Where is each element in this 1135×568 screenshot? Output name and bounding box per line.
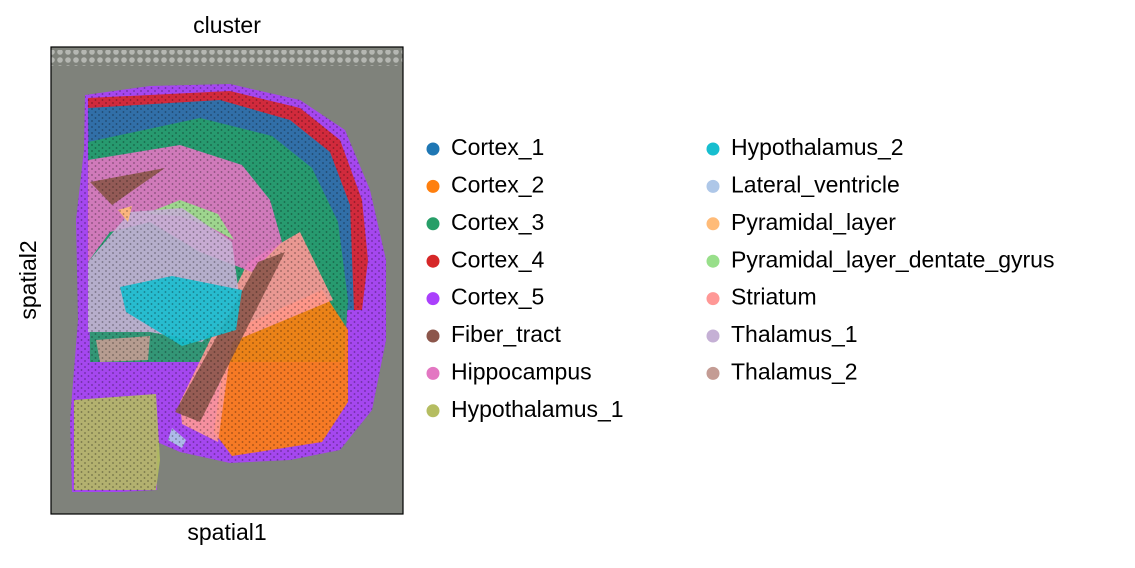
legend-swatch <box>706 217 720 231</box>
legend-swatch <box>706 292 720 306</box>
legend-swatch <box>426 142 440 156</box>
legend-label: Cortex_4 <box>451 246 545 272</box>
legend-label: Fiber_tract <box>451 321 562 347</box>
legend-swatch <box>706 366 720 380</box>
legend-label: Lateral_ventricle <box>731 171 900 197</box>
legend-swatch <box>426 366 440 380</box>
y-axis-label: spatial2 <box>15 240 41 319</box>
legend: Cortex_1 Cortex_2 Cortex_3 Cortex_4 Cortex_5… <box>426 134 1054 422</box>
legend-label: Cortex_2 <box>451 171 544 197</box>
legend-swatch <box>706 179 720 193</box>
spot-regions <box>70 84 386 492</box>
legend-label: Pyramidal_layer <box>731 209 896 235</box>
chart-title: cluster <box>193 12 261 38</box>
legend-label: Cortex_3 <box>451 209 544 235</box>
legend-label: Thalamus_1 <box>731 321 858 347</box>
legend-swatch <box>706 329 720 343</box>
legend-swatch <box>426 254 440 268</box>
spot-texture <box>70 84 386 492</box>
legend-label: Thalamus_2 <box>731 358 858 384</box>
legend-swatch <box>706 254 720 268</box>
legend-swatch <box>426 217 440 231</box>
x-axis-label: spatial1 <box>187 519 266 545</box>
legend-label: Cortex_5 <box>451 284 544 310</box>
legend-swatch <box>426 329 440 343</box>
legend-label: Hypothalamus_2 <box>731 134 904 160</box>
legend-label: Hippocampus <box>451 358 592 384</box>
legend-label: Hypothalamus_1 <box>451 396 624 422</box>
legend-label: Cortex_1 <box>451 134 544 160</box>
legend-label: Striatum <box>731 284 817 310</box>
legend-swatch <box>426 404 440 418</box>
legend-swatch <box>706 142 720 156</box>
legend-swatch <box>426 179 440 193</box>
legend-label: Pyramidal_layer_dentate_gyrus <box>731 246 1054 272</box>
fiducial-spots <box>51 50 403 66</box>
plot-frame <box>50 46 404 515</box>
legend-swatch <box>426 292 440 306</box>
